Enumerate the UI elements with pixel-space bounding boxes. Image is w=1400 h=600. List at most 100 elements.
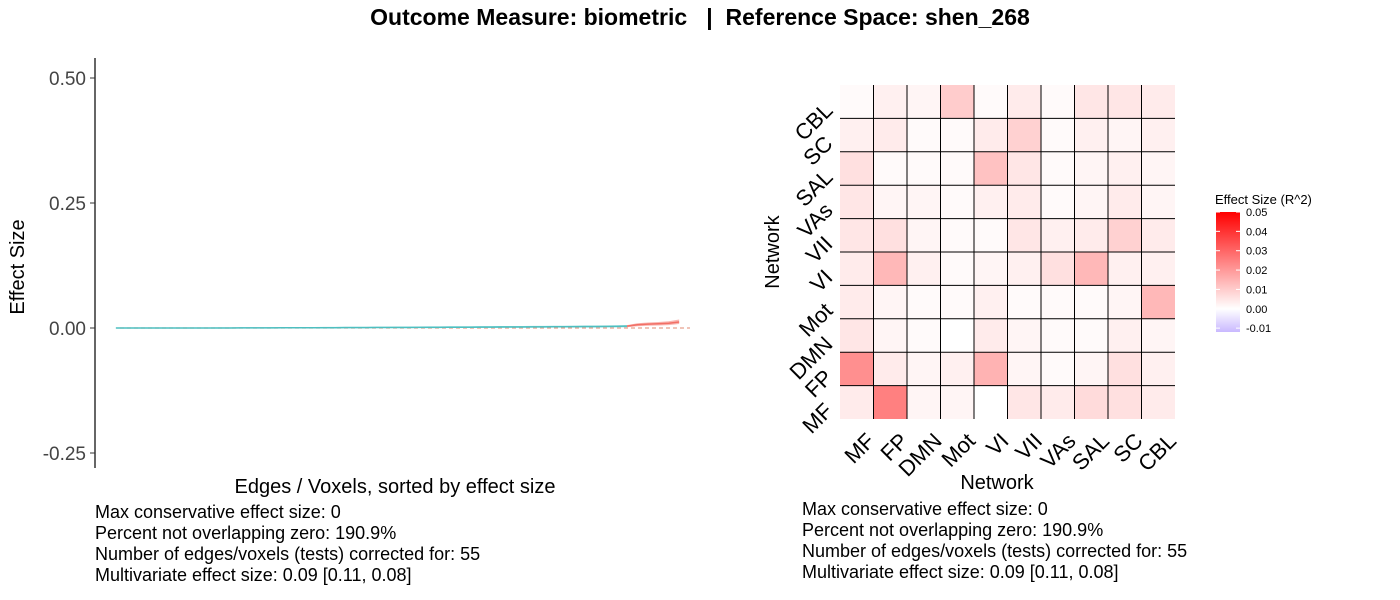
- heatmap-cell: [1041, 318, 1075, 353]
- heatmap-cell: [1108, 252, 1142, 286]
- heatmap-cell: [873, 151, 907, 186]
- heatmap-cell: [873, 285, 907, 319]
- heatmap-cell: [1041, 352, 1075, 386]
- heatmap-cell: [1141, 185, 1175, 219]
- heatmap-cell: [1141, 118, 1175, 152]
- heatmap-cell: [1141, 151, 1175, 186]
- heatmap-cell: [840, 252, 874, 286]
- legend-tick-label: 0.04: [1246, 226, 1267, 238]
- heatmap-y-tick-label: MF: [797, 398, 837, 438]
- heatmap-y-axis-title: Network: [762, 214, 784, 288]
- heatmap-cell: [840, 285, 874, 319]
- heatmap-cell: [840, 85, 874, 119]
- heatmap-cell: [840, 118, 874, 152]
- heatmap-cell: [1007, 385, 1041, 419]
- stat-multivariate: Multivariate effect size: 0.09 [0.11, 0.…: [802, 562, 1119, 582]
- heatmap-y-tick-label: SAL: [790, 164, 837, 211]
- heatmap-cell: [1007, 285, 1041, 319]
- stat-max-conservative: Max conservative effect size: 0: [95, 502, 341, 522]
- legend-tick-label: -0.01: [1246, 323, 1271, 335]
- heatmap-cell: [1141, 385, 1175, 419]
- heatmap-cell: [840, 385, 874, 419]
- heatmap-cell: [907, 218, 941, 252]
- heatmap-cell: [873, 318, 907, 353]
- heatmap-cell: [974, 318, 1008, 353]
- legend-tick-label: 0.02: [1246, 265, 1267, 277]
- heatmap-cell: [907, 185, 941, 219]
- legend-tick-label: 0.05: [1246, 207, 1267, 219]
- heatmap-cell: [940, 185, 974, 219]
- heatmap-cell: [840, 185, 874, 219]
- heatmap-cell: [974, 85, 1008, 119]
- stat-multivariate: Multivariate effect size: 0.09 [0.11, 0.…: [95, 565, 412, 585]
- heatmap-cell: [1108, 385, 1142, 419]
- heatmap-y-tick-label: CBL: [790, 98, 838, 146]
- heatmap-cell: [940, 352, 974, 386]
- heatmap-cell: [940, 318, 974, 353]
- heatmap-cell: [1074, 318, 1108, 353]
- heatmap-cell: [1141, 285, 1175, 319]
- heatmap-cell: [873, 385, 907, 419]
- heatmap-cell: [1141, 252, 1175, 286]
- heatmap-cell: [1007, 318, 1041, 353]
- stat-max-conservative: Max conservative effect size: 0: [802, 499, 1048, 519]
- heatmap-cell: [974, 118, 1008, 152]
- heatmap-x-tick-label: SAL: [1067, 428, 1114, 475]
- heatmap-cell: [840, 151, 874, 186]
- heatmap-cell: [974, 185, 1008, 219]
- heatmap-cell: [873, 85, 907, 119]
- main-title: Outcome Measure: biometric | Reference S…: [370, 4, 1030, 30]
- heatmap-cell: [1074, 285, 1108, 319]
- heatmap-cell: [1074, 85, 1108, 119]
- heatmap-cell: [1108, 118, 1142, 152]
- heatmap-x-axis-title: Network: [960, 472, 1034, 494]
- heatmap-cell: [907, 285, 941, 319]
- heatmap-cell: [974, 151, 1008, 186]
- heatmap-cell: [1007, 118, 1041, 152]
- stats-panel-right: Max conservative effect size: 0 Percent …: [802, 499, 1187, 583]
- heatmap-x-tick-label: MF: [839, 428, 879, 468]
- heatmap-cell: [940, 285, 974, 319]
- heatmap-cell: [1041, 252, 1075, 286]
- heatmap-cell: [873, 185, 907, 219]
- heatmap-cell: [907, 352, 941, 386]
- stat-number-tests: Number of edges/voxels (tests) corrected…: [802, 541, 1188, 561]
- heatmap-cell: [940, 151, 974, 186]
- heatmap-cell: [1007, 252, 1041, 286]
- heatmap-x-tick-label: Mot: [936, 428, 980, 472]
- heatmap-y-tick-label: Mot: [794, 298, 838, 342]
- heatmap-y-tick-label: VI: [805, 265, 837, 297]
- heatmap-cell: [940, 252, 974, 286]
- legend-tick-label: 0.01: [1246, 284, 1267, 296]
- heatmap-cell: [940, 218, 974, 252]
- effect-line-high: [626, 321, 680, 327]
- heatmap-cell: [1041, 385, 1075, 419]
- heatmap-cell: [1007, 185, 1041, 219]
- heatmap-x-tick-label: VI: [981, 428, 1013, 460]
- heatmap-cell: [873, 352, 907, 386]
- heatmap-cell: [873, 252, 907, 286]
- heatmap-cell: [1041, 185, 1075, 219]
- heatmap-cell: [840, 352, 874, 386]
- heatmap-cell: [1108, 285, 1142, 319]
- heatmap-cell: [1041, 118, 1075, 152]
- heatmap-cell: [873, 118, 907, 152]
- heatmap-cell: [1007, 151, 1041, 186]
- heatmap-cell: [1141, 352, 1175, 386]
- heatmap-cell: [1041, 85, 1075, 119]
- heatmap-cell: [1141, 318, 1175, 353]
- stat-percent-not-overlapping: Percent not overlapping zero: 190.9%: [802, 520, 1104, 540]
- effect-line-low: [115, 325, 627, 329]
- heatmap-cell: [1108, 185, 1142, 219]
- heatmap-cell: [1041, 151, 1075, 186]
- heatmap-cell: [1108, 318, 1142, 353]
- legend-title: Effect Size (R^2): [1215, 192, 1312, 207]
- heatmap-cell: [1007, 85, 1041, 119]
- effect-size-line-chart: -0.25 0.00 0.25 0.50 Edges / Voxels, sorted …: [7, 58, 690, 498]
- heatmap-cell: [1074, 352, 1108, 386]
- heatmap-cell: [974, 285, 1008, 319]
- heatmap-cell: [1074, 218, 1108, 252]
- heatmap-cell: [974, 252, 1008, 286]
